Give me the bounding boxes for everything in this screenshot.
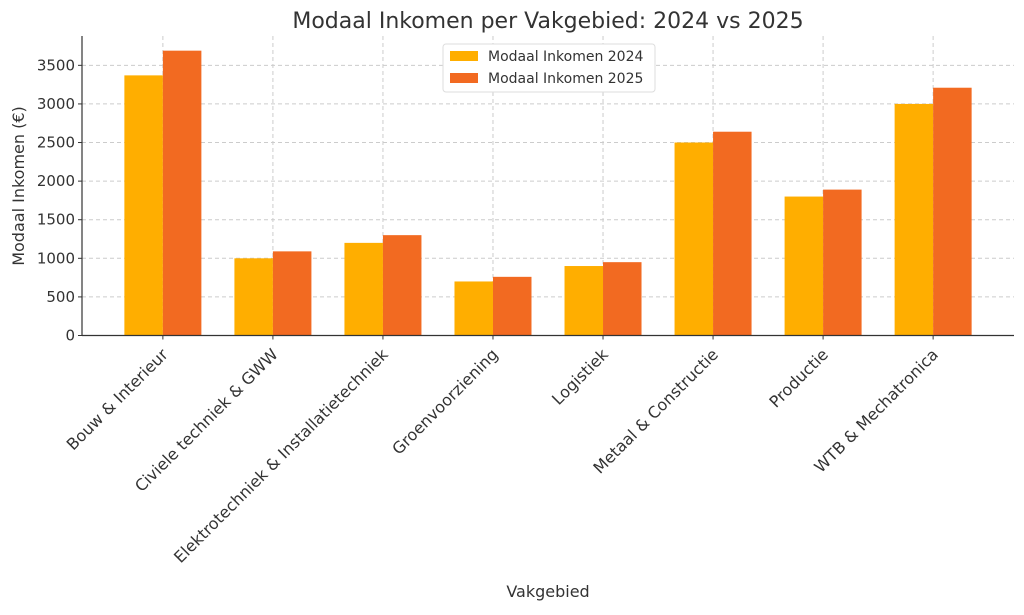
bar-2025 [603,262,642,336]
x-tick-label: WTB & Mechatronica [810,345,942,477]
y-tick-label: 500 [46,288,75,306]
bar-2025 [713,131,752,336]
bar-2024 [894,103,934,336]
legend-swatch [450,51,478,61]
x-tick-label: Metaal & Constructie [589,345,722,478]
y-tick-label: 0 [65,327,75,345]
legend-swatch [450,73,478,83]
bar-2024 [124,75,163,336]
bar-2025 [382,235,422,336]
y-tick-label: 1500 [37,211,75,229]
bar-2025 [162,50,202,336]
x-tick-label: Elektrotechniek & Installatietechniek [170,344,392,566]
chart-title: Modaal Inkomen per Vakgebied: 2024 vs 20… [292,9,803,34]
bar-2025 [933,87,972,336]
legend-box [442,43,656,93]
y-axis-label: Modaal Inkomen (€) [9,106,28,266]
y-tick-label: 2000 [37,172,75,190]
bar-2024 [454,281,493,336]
y-tick-label: 3000 [37,95,75,113]
bar-2025 [272,251,312,336]
y-tick-label: 3500 [37,56,75,74]
x-tick-label: Groenvoorziening [388,345,502,459]
y-tick-label: 1000 [37,249,75,267]
bar-2025 [823,189,862,336]
bar-2025 [492,276,532,336]
x-tick-label: Logistiek [548,344,612,408]
bar-2024 [344,242,383,336]
bar-2024 [784,196,824,336]
y-tick-label: 2500 [37,134,75,152]
legend-label: Modaal Inkomen 2024 [488,49,644,65]
x-tick-label: Productie [765,345,832,412]
legend: Modaal Inkomen 2024 Modaal Inkomen 2025 [442,43,656,93]
bar-2024 [564,266,604,336]
legend-label: Modaal Inkomen 2025 [488,71,643,87]
bar-2024 [674,142,714,336]
x-tick-label: Bouw & Interieur [63,345,172,454]
bar-2024 [234,258,273,336]
x-axis-label: Vakgebied [506,582,589,601]
